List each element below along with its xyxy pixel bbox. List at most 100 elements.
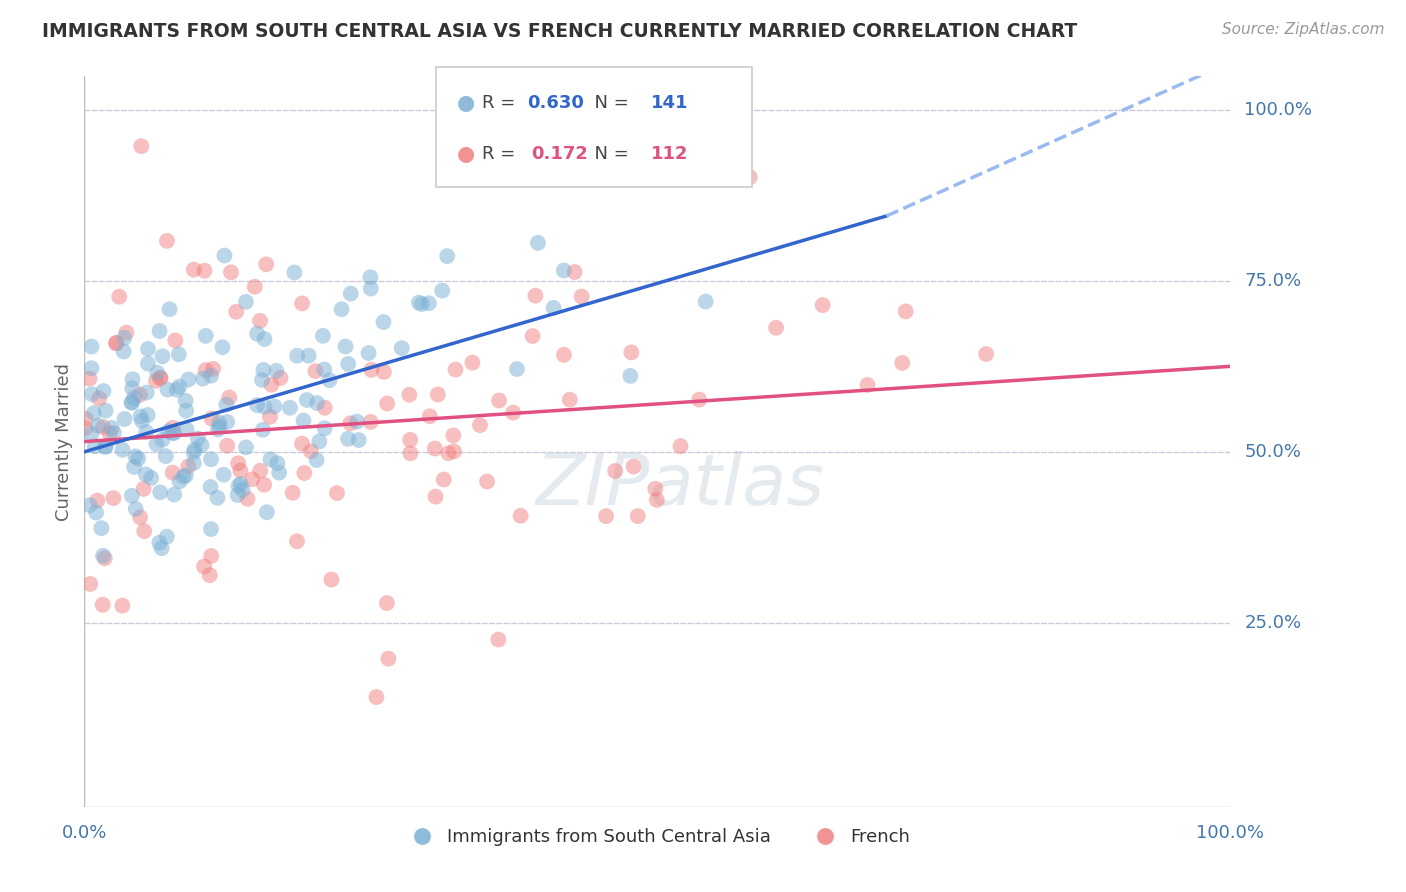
Point (162, 421, 184, 435)
Point (103, 425, 125, 440)
Point (249, 464, 271, 478)
Point (305, 453, 328, 467)
Point (375, 396, 398, 410)
Point (91, 598, 114, 612)
Point (259, 409, 281, 424)
Point (98, 426, 121, 441)
Point (198, 568, 221, 582)
Text: 0.172: 0.172 (531, 145, 588, 163)
Point (506, 362, 529, 376)
Point (418, 296, 440, 310)
Point (373, 315, 395, 329)
Point (423, 442, 446, 456)
Point (285, 534, 308, 549)
Point (183, 262, 205, 277)
Point (669, 439, 692, 453)
Point (194, 328, 217, 343)
Point (94, 403, 117, 417)
Point (488, 393, 510, 408)
Point (377, 651, 399, 665)
Point (283, 265, 305, 279)
Point (200, 452, 222, 467)
Point (156, 383, 179, 397)
Point (375, 596, 398, 610)
Point (278, 401, 301, 415)
Point (111, 442, 134, 457)
Point (250, 373, 273, 387)
Point (291, 436, 314, 450)
Point (121, 489, 143, 503)
Point (266, 456, 288, 470)
Point (524, 288, 547, 302)
Point (444, 362, 467, 376)
Point (373, 365, 395, 379)
Point (894, 304, 917, 318)
Point (314, 421, 336, 435)
Point (177, 372, 200, 386)
Point (169, 475, 191, 489)
Point (80, 361, 103, 376)
Point (83, 439, 105, 453)
Point (595, 509, 617, 524)
Point (135, 385, 157, 400)
Point (399, 446, 422, 460)
Point (87, 418, 110, 433)
Point (121, 395, 143, 409)
Text: N =: N = (583, 145, 636, 163)
Point (307, 396, 329, 410)
Point (162, 425, 184, 440)
Point (292, 414, 315, 428)
Point (425, 490, 447, 504)
Point (437, 446, 460, 460)
Text: 100.0%: 100.0% (1197, 824, 1264, 842)
Point (270, 371, 292, 385)
Point (193, 263, 215, 277)
Point (304, 364, 326, 378)
Point (419, 409, 441, 424)
Point (100, 421, 122, 435)
Point (765, 320, 787, 334)
Point (232, 483, 254, 497)
Text: R =: R = (482, 94, 522, 112)
Point (200, 480, 222, 494)
Point (162, 466, 184, 480)
Point (89, 392, 111, 406)
Point (217, 439, 239, 453)
Point (208, 416, 231, 430)
Point (337, 432, 360, 446)
Point (132, 482, 155, 496)
Point (436, 249, 458, 263)
Point (152, 349, 174, 363)
Point (411, 297, 433, 311)
Point (150, 541, 173, 556)
Point (292, 466, 315, 480)
Point (148, 324, 170, 338)
Point (391, 341, 413, 355)
Point (129, 388, 152, 402)
Point (360, 415, 382, 429)
Point (129, 510, 152, 524)
Point (644, 482, 666, 496)
Point (75, 421, 97, 435)
Point (163, 426, 186, 441)
Point (856, 378, 879, 392)
Point (443, 444, 465, 458)
Point (149, 371, 172, 385)
Point (246, 398, 269, 412)
Point (156, 530, 179, 544)
Point (148, 535, 170, 549)
Point (174, 393, 197, 408)
Point (156, 234, 179, 248)
Point (299, 444, 322, 458)
Point (399, 433, 422, 447)
Point (486, 632, 509, 647)
Point (360, 282, 382, 296)
Point (426, 387, 449, 401)
Point (167, 347, 190, 361)
Point (120, 395, 142, 409)
Point (235, 294, 257, 309)
Point (124, 450, 146, 464)
Point (201, 411, 224, 425)
Point (558, 392, 581, 407)
Text: 100.0%: 100.0% (1244, 101, 1312, 119)
